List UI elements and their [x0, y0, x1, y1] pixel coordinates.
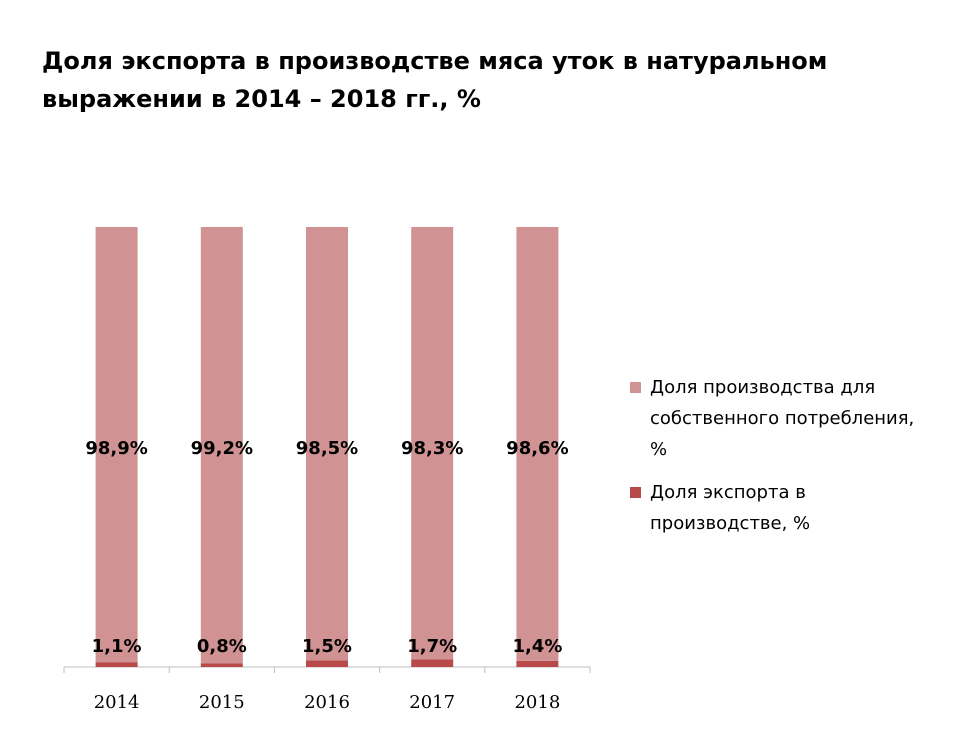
bar-segment-own-consumption	[516, 227, 559, 661]
bar-segment-own-consumption	[95, 227, 138, 663]
x-tick-label: 2018	[514, 692, 560, 713]
bar-segment-export	[95, 662, 138, 667]
bar-segment-export	[306, 660, 348, 667]
data-label-own-consumption: 98,6%	[506, 438, 568, 459]
data-label-own-consumption: 98,3%	[401, 438, 463, 459]
x-tick-label: 2015	[199, 692, 245, 713]
data-label-export: 1,1%	[92, 636, 142, 657]
legend-label-export: Доля экспорта в производстве, %	[650, 482, 811, 534]
legend-item-export: Доля экспорта в производстве, %	[630, 477, 930, 539]
data-label-export: 1,7%	[407, 636, 457, 657]
chart-title: Доля экспорта в производстве мяса уток в…	[42, 47, 828, 113]
data-label-own-consumption: 98,5%	[296, 438, 358, 459]
bar-segment-own-consumption	[200, 227, 243, 664]
legend-label-own-consumption: Доля производства для собственного потре…	[650, 377, 915, 460]
bar-segment-export	[200, 663, 243, 667]
data-label-own-consumption: 99,2%	[191, 438, 253, 459]
legend-swatch-export	[630, 487, 641, 498]
x-tick-label: 2016	[304, 692, 350, 713]
bar-segment-own-consumption	[306, 227, 348, 661]
data-label-export: 1,5%	[302, 636, 352, 657]
data-label-export: 1,4%	[512, 636, 562, 657]
data-label-export: 0,8%	[197, 636, 247, 657]
x-tick-label: 2017	[409, 692, 455, 713]
x-tick-label: 2014	[94, 692, 140, 713]
legend-swatch-own-consumption	[630, 382, 641, 393]
bar-segment-export	[516, 660, 559, 667]
legend-item-own-consumption: Доля производства для собственного потре…	[630, 372, 930, 465]
data-label-own-consumption: 98,9%	[85, 438, 147, 459]
legend: Доля производства для собственного потре…	[630, 372, 930, 551]
bar-segment-export	[411, 659, 454, 667]
bar-segment-own-consumption	[411, 227, 454, 660]
